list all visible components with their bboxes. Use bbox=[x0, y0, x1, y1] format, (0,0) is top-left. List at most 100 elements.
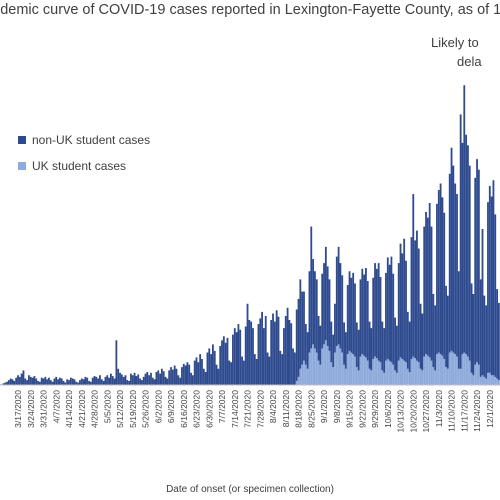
bar bbox=[155, 372, 158, 385]
bar bbox=[308, 352, 311, 385]
bar bbox=[297, 298, 300, 377]
bar bbox=[417, 362, 420, 385]
bar bbox=[403, 238, 406, 361]
bar bbox=[42, 378, 45, 385]
bar bbox=[235, 332, 238, 385]
bar bbox=[303, 291, 305, 361]
bar bbox=[463, 352, 466, 385]
bar bbox=[474, 364, 477, 385]
bar bbox=[377, 360, 380, 385]
bar bbox=[355, 322, 358, 368]
bar bbox=[312, 259, 315, 345]
bar bbox=[142, 376, 145, 385]
bar bbox=[368, 368, 371, 385]
bar bbox=[314, 348, 316, 385]
bar bbox=[361, 268, 364, 355]
bar bbox=[37, 380, 39, 385]
bar bbox=[394, 317, 396, 371]
bar bbox=[355, 367, 358, 385]
bar bbox=[208, 348, 211, 385]
bar bbox=[31, 377, 34, 385]
bar bbox=[55, 376, 58, 385]
bar bbox=[419, 303, 422, 369]
bar bbox=[86, 377, 89, 385]
bar bbox=[406, 368, 409, 385]
bar bbox=[168, 370, 171, 385]
bar bbox=[335, 346, 338, 385]
bar bbox=[401, 253, 404, 359]
bar bbox=[334, 303, 336, 353]
x-tick-label: 11/3/2020 bbox=[434, 390, 444, 427]
bar bbox=[437, 352, 440, 385]
bar bbox=[66, 379, 69, 385]
bar bbox=[108, 377, 110, 385]
bar bbox=[496, 378, 498, 385]
bar bbox=[397, 360, 400, 385]
bar bbox=[197, 362, 200, 385]
bar bbox=[388, 264, 391, 361]
bar bbox=[75, 381, 78, 385]
bar bbox=[62, 380, 65, 385]
bar bbox=[242, 360, 245, 385]
bar bbox=[308, 271, 311, 353]
bar bbox=[182, 363, 185, 385]
bar bbox=[102, 380, 105, 385]
bar bbox=[472, 375, 475, 385]
bar bbox=[159, 373, 161, 385]
bar bbox=[283, 328, 285, 385]
bar bbox=[395, 372, 398, 385]
bar bbox=[445, 285, 447, 368]
bar bbox=[346, 354, 349, 385]
bar bbox=[191, 375, 194, 385]
bar bbox=[284, 315, 287, 385]
bar bbox=[385, 360, 387, 385]
bar bbox=[337, 344, 340, 385]
bar bbox=[88, 380, 90, 385]
bar bbox=[377, 263, 380, 361]
bar bbox=[306, 368, 309, 385]
bar bbox=[432, 294, 435, 368]
bar bbox=[454, 183, 457, 355]
bar bbox=[335, 256, 338, 346]
bar bbox=[483, 376, 486, 385]
x-tick-label: 9/1/2020 bbox=[319, 390, 329, 423]
bar bbox=[470, 372, 473, 385]
x-tick-label: 6/30/2020 bbox=[204, 390, 214, 428]
bar bbox=[73, 379, 76, 385]
x-tick-label: 7/28/2020 bbox=[255, 390, 265, 428]
bar bbox=[15, 377, 18, 385]
bar bbox=[64, 382, 67, 385]
bar bbox=[476, 362, 478, 385]
bar bbox=[354, 356, 356, 385]
bar bbox=[388, 360, 391, 385]
x-tick-label: 9/8/2020 bbox=[332, 390, 342, 423]
bar bbox=[286, 307, 289, 385]
x-tick-label: 5/19/2020 bbox=[128, 390, 138, 428]
x-tick-label: 4/7/2020 bbox=[51, 390, 61, 423]
bar bbox=[324, 340, 327, 385]
bar bbox=[328, 279, 331, 351]
x-tick-label: 4/28/2020 bbox=[90, 390, 100, 428]
x-tick-label: 6/16/2020 bbox=[179, 390, 189, 428]
bar bbox=[487, 202, 489, 373]
bar bbox=[122, 376, 125, 385]
bar bbox=[321, 348, 324, 385]
bar bbox=[18, 376, 21, 385]
bar bbox=[368, 321, 371, 369]
bar bbox=[95, 376, 98, 385]
bar bbox=[354, 283, 356, 357]
bar bbox=[405, 362, 407, 385]
x-tick-label: 3/24/2020 bbox=[26, 390, 36, 428]
bar bbox=[459, 114, 462, 369]
bar bbox=[487, 372, 489, 385]
bar bbox=[104, 376, 107, 385]
bar bbox=[381, 321, 384, 371]
bar bbox=[375, 268, 378, 359]
bar bbox=[115, 340, 118, 385]
bar bbox=[461, 354, 464, 385]
bar bbox=[492, 180, 495, 376]
bar bbox=[497, 302, 500, 381]
bar bbox=[425, 354, 427, 385]
bar bbox=[450, 350, 453, 385]
bar bbox=[199, 354, 202, 385]
